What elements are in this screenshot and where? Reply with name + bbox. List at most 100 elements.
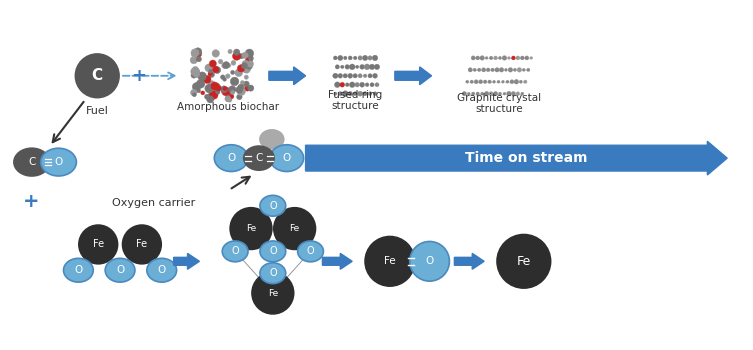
Circle shape xyxy=(349,82,355,88)
Circle shape xyxy=(348,91,352,96)
Ellipse shape xyxy=(244,146,274,170)
Text: Fused ring
structure: Fused ring structure xyxy=(328,90,383,111)
Ellipse shape xyxy=(260,130,284,149)
FancyArrow shape xyxy=(395,67,431,85)
FancyArrow shape xyxy=(269,67,306,85)
Circle shape xyxy=(370,83,374,87)
Circle shape xyxy=(503,92,506,95)
Circle shape xyxy=(248,85,254,91)
Ellipse shape xyxy=(297,241,324,262)
Circle shape xyxy=(194,71,200,77)
Circle shape xyxy=(373,74,377,78)
Circle shape xyxy=(471,92,475,95)
FancyArrow shape xyxy=(174,253,200,269)
Circle shape xyxy=(337,55,343,61)
Text: Fe: Fe xyxy=(93,239,104,250)
Circle shape xyxy=(223,62,230,69)
Text: Fe: Fe xyxy=(246,224,256,233)
Circle shape xyxy=(233,52,241,60)
Text: +: + xyxy=(132,67,146,85)
Text: C: C xyxy=(92,68,103,83)
Text: Amorphous biochar: Amorphous biochar xyxy=(177,102,279,112)
Circle shape xyxy=(221,87,230,96)
Circle shape xyxy=(221,86,227,93)
FancyArrow shape xyxy=(454,253,484,269)
Circle shape xyxy=(483,80,487,84)
Circle shape xyxy=(368,92,372,96)
Circle shape xyxy=(517,68,522,72)
Circle shape xyxy=(476,92,480,95)
Circle shape xyxy=(480,56,484,60)
Circle shape xyxy=(353,74,358,78)
Circle shape xyxy=(506,80,509,83)
Text: O: O xyxy=(425,256,434,266)
Circle shape xyxy=(227,64,231,67)
Circle shape xyxy=(476,56,480,60)
Text: C: C xyxy=(255,153,263,163)
Text: Fe: Fe xyxy=(136,239,148,250)
Circle shape xyxy=(489,92,493,96)
Circle shape xyxy=(471,56,475,60)
Circle shape xyxy=(343,91,348,97)
Circle shape xyxy=(246,53,253,60)
Circle shape xyxy=(230,208,272,250)
Circle shape xyxy=(239,54,244,59)
Circle shape xyxy=(530,57,532,60)
Circle shape xyxy=(245,66,250,72)
Circle shape xyxy=(523,68,526,71)
Circle shape xyxy=(245,85,250,91)
Circle shape xyxy=(238,84,244,90)
Circle shape xyxy=(349,64,355,70)
Circle shape xyxy=(348,73,352,78)
Circle shape xyxy=(338,91,343,96)
Circle shape xyxy=(240,80,245,85)
Ellipse shape xyxy=(222,241,248,262)
Circle shape xyxy=(502,56,507,60)
Circle shape xyxy=(191,67,200,76)
Circle shape xyxy=(197,79,205,88)
Circle shape xyxy=(242,67,248,72)
Circle shape xyxy=(365,237,415,286)
Circle shape xyxy=(508,57,511,60)
Text: Fuel: Fuel xyxy=(86,105,108,116)
Circle shape xyxy=(511,91,516,96)
Circle shape xyxy=(480,92,483,95)
Circle shape xyxy=(510,80,514,84)
Circle shape xyxy=(514,68,517,71)
Circle shape xyxy=(212,66,219,73)
Circle shape xyxy=(228,49,232,54)
Circle shape xyxy=(497,80,500,83)
Text: O: O xyxy=(75,265,83,275)
Circle shape xyxy=(516,92,520,96)
Circle shape xyxy=(520,56,524,60)
Circle shape xyxy=(245,57,252,64)
Circle shape xyxy=(212,50,220,57)
Circle shape xyxy=(218,60,223,64)
Circle shape xyxy=(214,66,221,74)
Circle shape xyxy=(209,81,215,88)
Circle shape xyxy=(236,94,242,100)
Circle shape xyxy=(362,55,367,61)
Circle shape xyxy=(227,98,232,102)
Circle shape xyxy=(485,57,488,60)
Ellipse shape xyxy=(270,145,303,172)
Circle shape xyxy=(212,83,221,91)
Circle shape xyxy=(205,64,213,72)
Circle shape xyxy=(203,76,211,83)
Circle shape xyxy=(237,87,245,96)
Circle shape xyxy=(491,68,495,72)
Circle shape xyxy=(498,56,501,60)
Circle shape xyxy=(346,83,349,87)
Circle shape xyxy=(493,91,498,96)
Circle shape xyxy=(495,68,499,72)
Circle shape xyxy=(230,94,234,99)
Circle shape xyxy=(248,56,254,61)
Circle shape xyxy=(520,80,523,83)
Circle shape xyxy=(358,91,363,96)
Circle shape xyxy=(340,65,344,69)
Circle shape xyxy=(199,74,203,78)
Text: O: O xyxy=(227,153,235,163)
Text: O: O xyxy=(231,246,239,257)
Circle shape xyxy=(353,56,357,60)
Circle shape xyxy=(241,63,248,69)
